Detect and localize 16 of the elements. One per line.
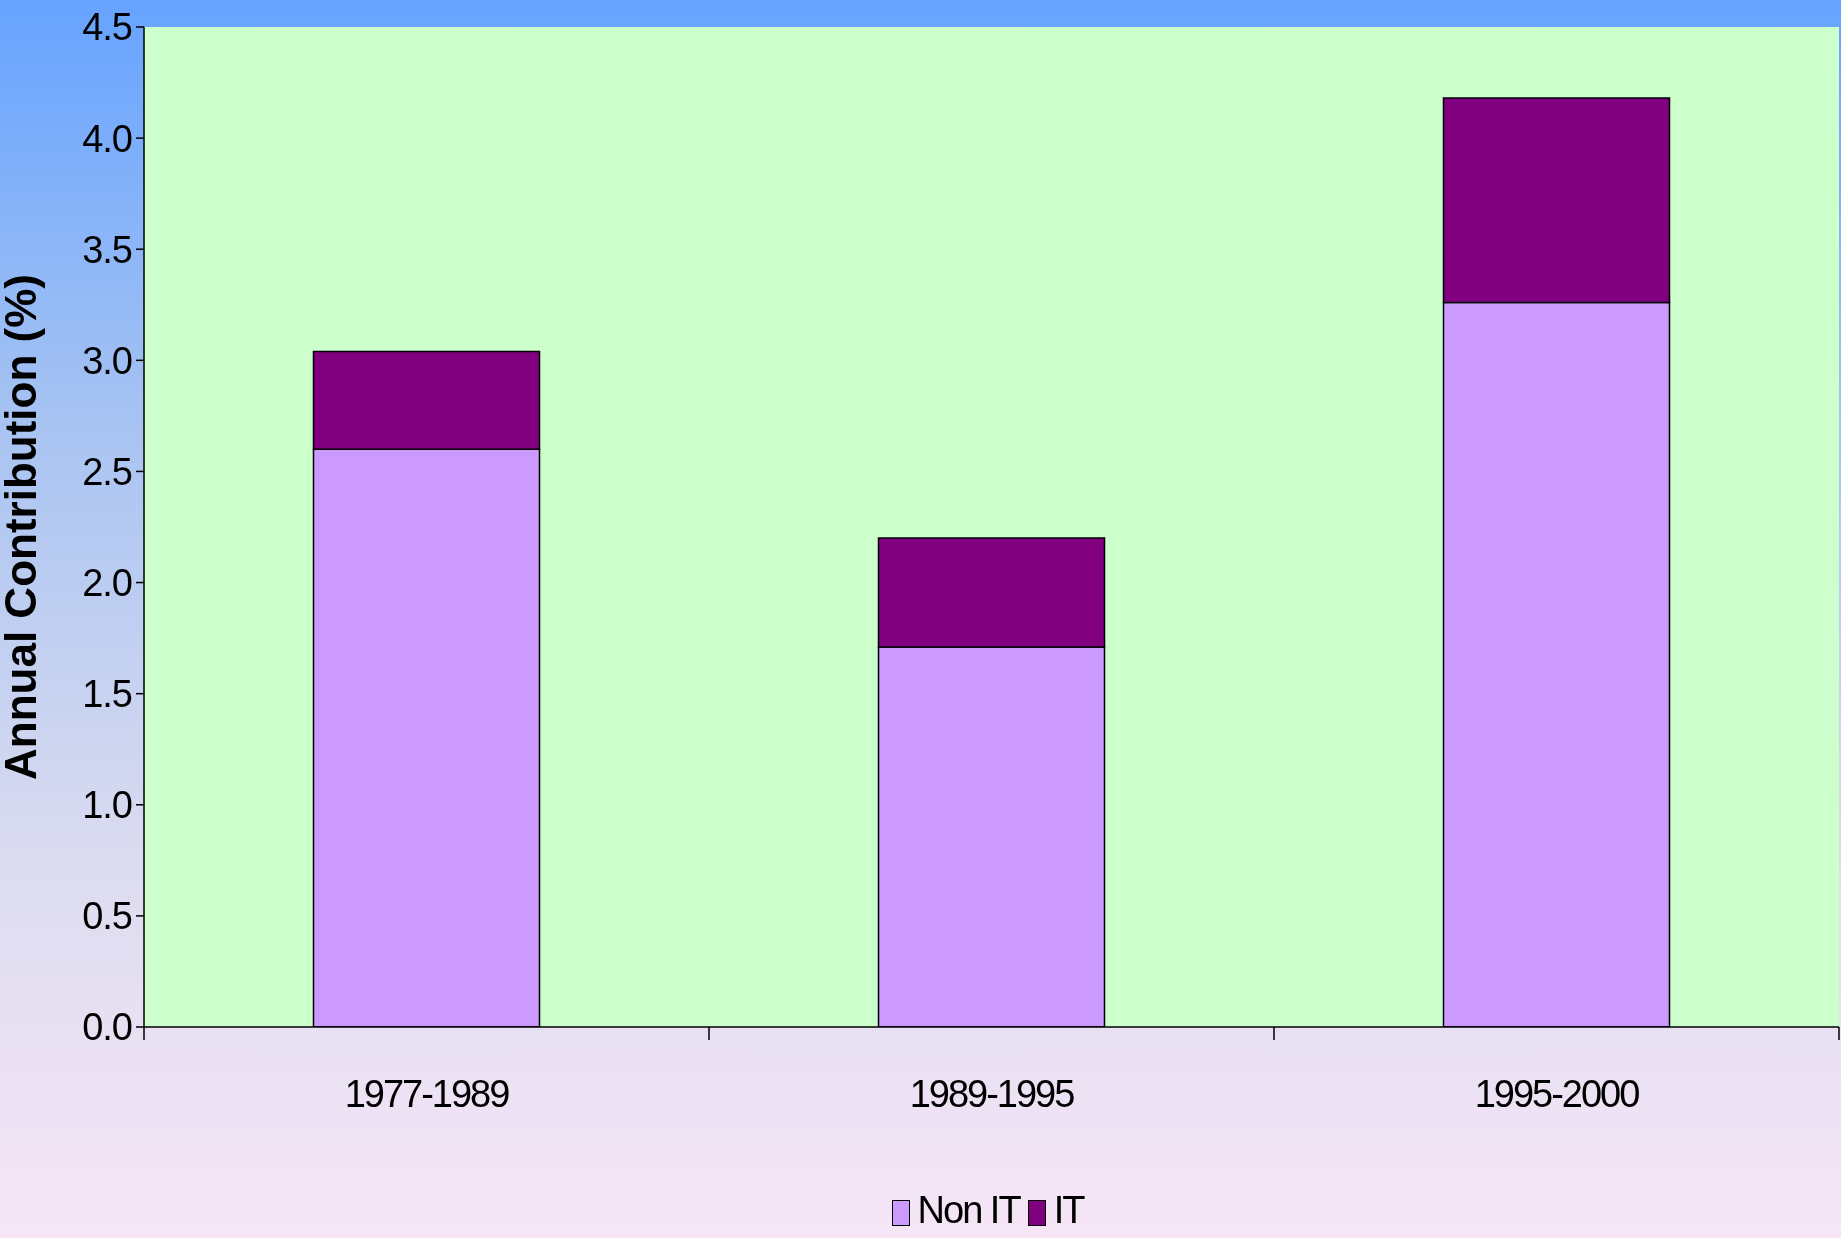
y-axis-title: Annual Contribution (%) [0, 274, 45, 780]
y-tick-label: 0.5 [82, 895, 132, 938]
y-tick-label: 1.0 [82, 784, 132, 827]
x-tick-label: 1995-2000 [1474, 1073, 1640, 1115]
y-tick-label: 4.5 [82, 6, 132, 49]
y-tick-label: 0.0 [82, 1006, 132, 1049]
y-tick-label: 2.5 [82, 450, 132, 493]
y-tick-label: 3.0 [82, 339, 132, 382]
x-tick-label: 1977-1989 [344, 1073, 510, 1115]
legend-label: IT [1053, 1188, 1084, 1232]
y-tick-label: 2.0 [82, 562, 132, 605]
y-tick-label: 1.5 [82, 673, 132, 716]
x-tick-label: 1989-1995 [909, 1073, 1075, 1115]
legend-label: Non IT [917, 1188, 1020, 1232]
y-tick-label: 4.0 [82, 117, 132, 160]
y-tick-label: 3.5 [82, 228, 132, 271]
